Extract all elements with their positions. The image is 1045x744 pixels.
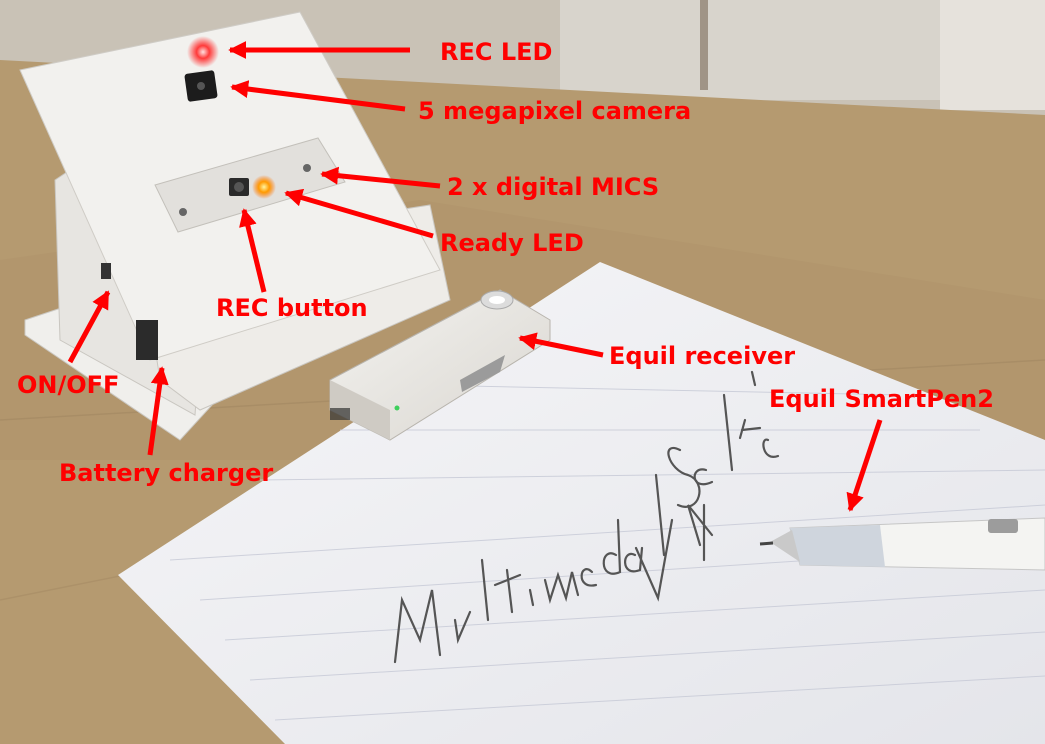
camera-label: 5 megapixel camera	[418, 97, 692, 125]
handwriting-strokes	[393, 370, 780, 664]
ready-led-label: Ready LED	[440, 229, 584, 257]
equil-receiver-device	[329, 289, 551, 441]
arrow-on-off	[67, 290, 111, 364]
arrow-mics	[320, 166, 441, 189]
arrow-camera	[230, 80, 406, 112]
rec-led-label: REC LED	[440, 38, 553, 66]
receiver-label: Equil receiver	[609, 342, 796, 370]
smartpen-device	[759, 517, 1045, 571]
on-off-label: ON/OFF	[17, 371, 120, 399]
notebook	[118, 262, 1045, 744]
arrow-rec-button	[239, 208, 267, 293]
arrow-charger	[147, 366, 169, 456]
charger-label: Battery charger	[59, 459, 274, 487]
annotation-arrows	[67, 41, 883, 512]
rec-button-label: REC button	[216, 294, 368, 322]
smartpen-label: Equil SmartPen2	[769, 385, 994, 413]
arrow-ready-led	[284, 188, 434, 239]
mics-label: 2 x digital MICS	[447, 173, 660, 201]
arrow-smartpen	[846, 419, 883, 512]
arrow-receiver	[518, 332, 604, 358]
